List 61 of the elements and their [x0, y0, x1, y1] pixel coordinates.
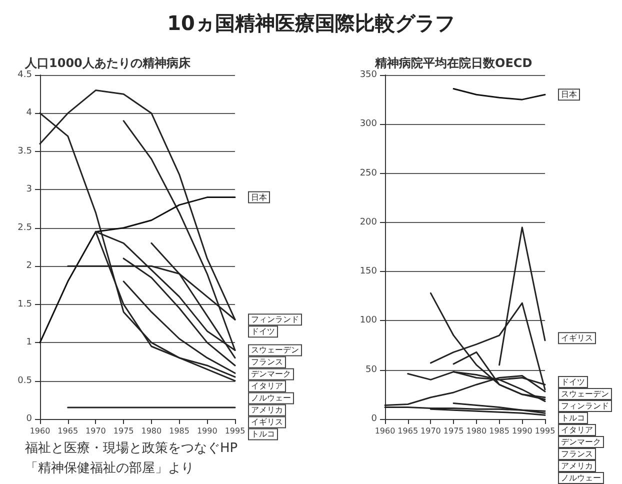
text: アメリカ [251, 406, 283, 415]
x-tick-label: 1960 [30, 426, 50, 436]
y-tick-label: 0.5 [18, 376, 32, 386]
y-tick-label: 350 [360, 70, 378, 80]
y-tick-label: 200 [360, 217, 378, 228]
x-tick-label: 1995 [534, 426, 556, 436]
y-tick-label: 0 [26, 414, 32, 424]
x-tick-label: 1975 [113, 426, 134, 436]
y-tick-label: 4.5 [18, 70, 32, 80]
x-tick-label: 1965 [398, 426, 418, 436]
text: ドイツ [561, 378, 585, 386]
text: イタリア [251, 382, 283, 391]
text: デンマーク [251, 370, 291, 379]
x-tick-label: 1980 [466, 426, 487, 436]
text: イギリス [561, 334, 593, 343]
x-tick-label: 1975 [443, 426, 464, 436]
x-tick-label: 1960 [374, 426, 396, 436]
series-label: フィンランド [251, 315, 299, 324]
y-tick-label: 50 [366, 364, 378, 375]
y-tick-label: 150 [360, 266, 378, 277]
text: イタリア [561, 426, 593, 434]
series-label: 日本 [251, 192, 267, 202]
y-tick-label: 2.5 [18, 222, 32, 233]
chart-title: 精神病院平均在院日数OECD [374, 56, 532, 70]
y-tick-label: 4 [26, 108, 32, 118]
x-tick-label: 1980 [141, 426, 162, 436]
text: 「精神保健福祉の部屋」より [25, 461, 194, 476]
x-tick-label: 1995 [224, 426, 246, 436]
text: 福祉と医療・現場と政策をつなぐHP [25, 441, 238, 456]
x-tick-label: 1990 [196, 426, 218, 436]
y-tick-label: 3.5 [18, 146, 32, 156]
text: 10ヵ国精神医療国際比較グラフ [167, 11, 455, 35]
text: アメリカ [561, 462, 593, 470]
text: ドイツ [251, 327, 275, 336]
text: デンマーク [561, 438, 601, 446]
text: ノルウェー [561, 474, 601, 482]
y-tick-label: 0 [371, 414, 378, 424]
y-tick-label: 300 [360, 119, 378, 130]
text: ノルウェー [251, 394, 291, 403]
text: フランス [251, 358, 283, 367]
y-tick-label: 250 [360, 168, 378, 178]
text: トルコ [251, 430, 275, 439]
x-tick-label: 1970 [420, 426, 441, 436]
x-tick-label: 1985 [489, 426, 510, 436]
text: フィンランド [561, 402, 609, 410]
series-label: 日本 [561, 90, 577, 100]
chart-subtitle: 人口1000人あたりの精神病床 [24, 56, 192, 70]
y-tick-label: 100 [360, 316, 378, 326]
y-tick-label: 3 [26, 184, 32, 195]
x-tick-label: 1965 [58, 426, 78, 436]
y-tick-label: 2 [26, 261, 32, 272]
text: トルコ [561, 414, 585, 422]
text: スウェーデン [561, 390, 609, 398]
x-tick-label: 1970 [86, 426, 106, 436]
series-label: スウェーデン [251, 346, 299, 355]
y-tick-label: 1 [26, 338, 32, 348]
y-tick-label: 1.5 [18, 299, 32, 310]
text: イギリス [251, 418, 283, 427]
x-tick-label: 1990 [512, 426, 532, 436]
x-tick-label: 1985 [169, 426, 190, 436]
text: フランス [561, 450, 593, 458]
